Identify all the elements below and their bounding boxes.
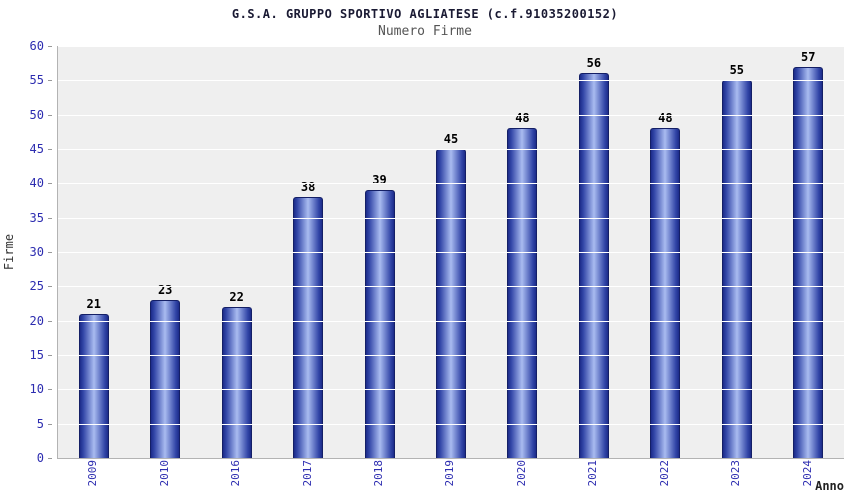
y-tick-label: 40 (29, 176, 44, 191)
bar-slot: 39 (344, 46, 415, 458)
grid-line (58, 389, 844, 391)
x-tick-label: 2021 (586, 460, 600, 487)
grid-line (58, 423, 844, 425)
x-slot: 2018 (343, 460, 414, 500)
bar-value-label: 39 (372, 173, 387, 188)
bar-2021: 56 (578, 56, 609, 458)
y-tick-label: 30 (29, 245, 44, 259)
bar-2018: 39 (364, 173, 395, 458)
grid-line (58, 217, 844, 219)
x-tick-label: 2017 (300, 460, 314, 487)
y-tick-mark (48, 114, 52, 116)
bar-2017: 38 (293, 180, 324, 458)
y-tick-label: 50 (29, 107, 44, 122)
bar-2022: 48 (650, 111, 681, 458)
y-tick-label: 55 (29, 73, 44, 88)
x-slot: 2020 (486, 460, 557, 500)
y-tick-mark (48, 320, 52, 322)
y-tick-mark (48, 252, 52, 253)
x-axis: 2009 2010 2016 2017 2018 2019 2020 2021 2022 2023… (57, 460, 843, 500)
y-tick-label: 35 (29, 210, 44, 225)
bar-2009: 21 (78, 297, 109, 458)
y-tick-mark (48, 149, 52, 150)
chart-subtitle: Numero Firme (378, 24, 472, 39)
bar-slot: 21 (58, 46, 129, 458)
x-tick-label: 2022 (657, 460, 671, 487)
bar-slot: 45 (415, 46, 486, 458)
grid-line (58, 149, 844, 150)
bar-2023: 55 (721, 63, 752, 458)
x-slot: 2022 (629, 460, 700, 500)
grid-line (58, 286, 844, 288)
bar-2010: 23 (150, 283, 181, 458)
bar-value-label: 21 (86, 296, 101, 311)
bar-slot: 56 (558, 46, 629, 458)
bar-value-label: 22 (229, 289, 244, 304)
bar-2024: 57 (793, 50, 824, 458)
x-axis-title: Anno (815, 479, 844, 493)
bar-2019: 45 (435, 132, 466, 458)
x-tick-label: 2020 (514, 460, 528, 487)
grid-line (58, 252, 844, 253)
bar-slot: 55 (701, 46, 772, 458)
bar-value-label: 56 (586, 56, 602, 71)
bar-slot: 57 (773, 46, 844, 458)
y-tick-mark (48, 46, 52, 47)
x-tick-label: 2018 (372, 460, 386, 487)
x-slot: 2021 (557, 460, 628, 500)
plot-area: 21 23 22 38 39 45 48 56 48 55 57 (57, 46, 844, 459)
y-tick-label: 5 (36, 416, 44, 431)
x-slot: 2019 (414, 460, 485, 500)
bar-value-label: 48 (658, 111, 673, 126)
bars-row: 21 23 22 38 39 45 48 56 48 55 57 (58, 46, 844, 458)
bar-2020: 48 (507, 111, 538, 458)
y-tick-label: 45 (29, 142, 44, 156)
y-tick-mark (48, 286, 52, 288)
y-tick-label: 15 (29, 348, 44, 362)
x-tick-label: 2009 (86, 460, 100, 487)
x-tick-label: 2024 (800, 460, 814, 487)
chart-title: G.S.A. GRUPPO SPORTIVO AGLIATESE (c.f.91… (231, 7, 619, 21)
x-slot: 2009 (57, 460, 128, 500)
x-slot: 2017 (271, 460, 342, 500)
bar-slot: 48 (630, 46, 701, 458)
x-slot: 2016 (200, 460, 271, 500)
bar-value-label: 23 (157, 283, 173, 298)
x-slot: 2023 (700, 460, 771, 500)
bar-value-label: 45 (443, 132, 459, 146)
bar-slot: 22 (201, 46, 272, 458)
bar-value-label: 38 (300, 180, 316, 195)
bar-2016: 22 (221, 290, 252, 458)
x-tick-label: 2023 (729, 460, 743, 487)
y-tick-label: 0 (36, 451, 44, 465)
y-axis: 0 5 10 15 20 25 30 35 40 45 50 55 60 (0, 40, 52, 464)
y-tick-mark (48, 355, 52, 356)
grid-line (58, 80, 844, 82)
x-tick-label: 2010 (157, 460, 171, 487)
y-tick-mark (48, 183, 52, 185)
y-tick-mark (48, 80, 52, 82)
y-tick-mark (48, 423, 52, 425)
y-tick-label: 20 (29, 313, 44, 328)
y-tick-mark (48, 217, 52, 219)
bar-value-label: 55 (729, 63, 745, 78)
grid-line (58, 355, 844, 356)
x-tick-label: 2016 (229, 460, 243, 487)
y-tick-label: 10 (29, 382, 44, 397)
bar-value-label: 57 (801, 49, 816, 64)
grid-line (58, 114, 844, 116)
grid-line (58, 183, 844, 185)
y-tick-label: 25 (29, 279, 44, 294)
grid-line (58, 320, 844, 322)
x-slot: 2010 (128, 460, 199, 500)
grid-line (58, 46, 844, 47)
y-tick-label: 60 (29, 39, 44, 53)
x-tick-label: 2019 (443, 460, 457, 487)
y-tick-mark (48, 458, 52, 459)
y-tick-mark (48, 389, 52, 391)
bar-value-label: 48 (515, 111, 530, 126)
